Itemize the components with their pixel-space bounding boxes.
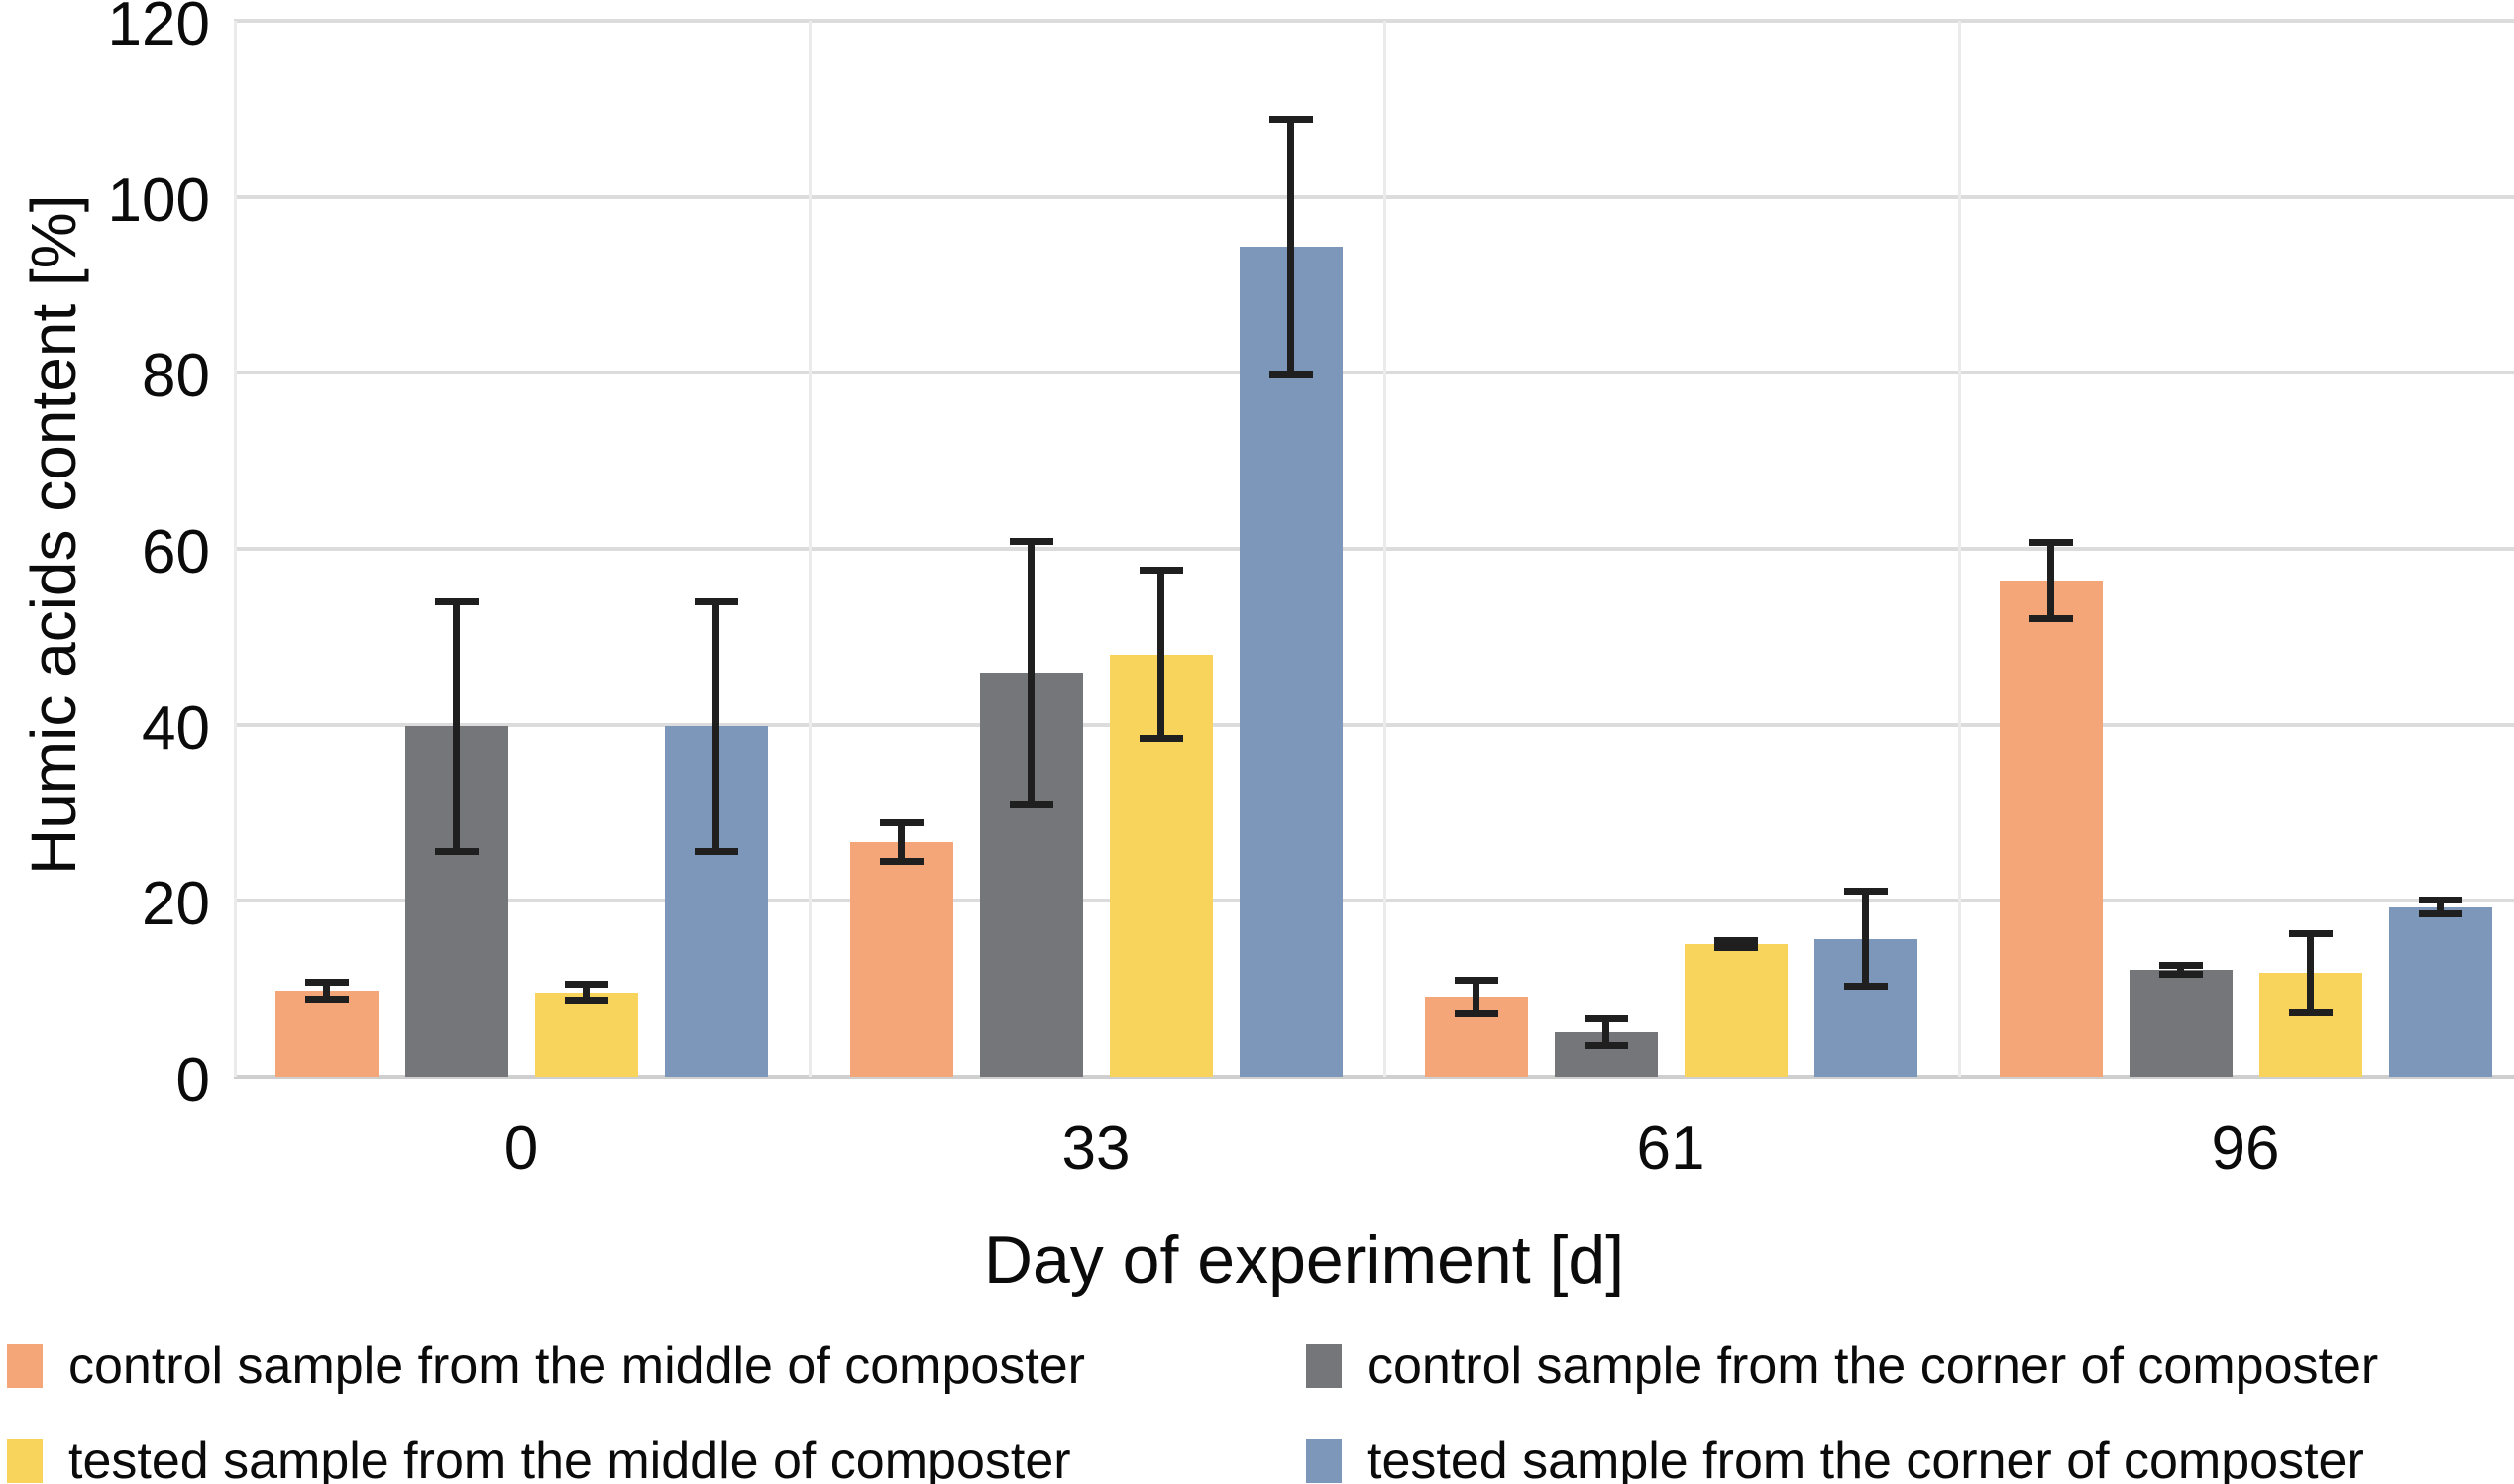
error-bar-stem-s2-c1 xyxy=(1157,570,1164,739)
error-bar-cap-top-s3-c2 xyxy=(1843,888,1888,896)
error-bar-cap-top-s2-c1 xyxy=(1139,566,1183,574)
error-bar-cap-bottom-s2-c0 xyxy=(564,997,608,1005)
error-bar-cap-top-s1-c3 xyxy=(2158,961,2203,969)
legend-swatch-series1 xyxy=(1306,1344,1342,1388)
bar-series2-cat2 xyxy=(1684,943,1788,1077)
category-separator-3 xyxy=(1958,21,1961,1077)
error-bar-cap-bottom-s2-c2 xyxy=(1713,943,1758,951)
error-bar-cap-bottom-s2-c1 xyxy=(1139,735,1183,743)
gridline-y-60 xyxy=(234,547,2514,551)
error-bar-cap-top-s0-c3 xyxy=(2028,539,2073,547)
error-bar-stem-s0-c2 xyxy=(1473,980,1479,1014)
legend-item-tested-sample-from-the-corner-of-composter: tested sample from the corner of compost… xyxy=(1306,1434,2364,1484)
y-tick-label-20: 20 xyxy=(142,870,210,938)
y-tick-label-100: 100 xyxy=(107,166,210,235)
error-bar-stem-s3-c0 xyxy=(712,601,719,852)
error-bar-cap-bottom-s3-c1 xyxy=(1268,371,1313,378)
error-bar-cap-top-s2-c3 xyxy=(2288,929,2333,937)
x-tick-label-0: 0 xyxy=(503,1114,539,1183)
bar-series0-cat1 xyxy=(849,841,953,1077)
error-bar-cap-bottom-s0-c2 xyxy=(1454,1009,1498,1017)
error-bar-cap-top-s2-c2 xyxy=(1713,936,1758,944)
y-tick-label-40: 40 xyxy=(142,694,210,763)
error-bar-cap-bottom-s0-c3 xyxy=(2028,614,2073,622)
error-bar-stem-s3-c2 xyxy=(1862,891,1869,987)
legend-item-tested-sample-from-the-middle-of-composter: tested sample from the middle of compost… xyxy=(7,1434,1071,1484)
category-separator-0 xyxy=(234,21,237,1077)
error-bar-stem-s3-c3 xyxy=(2437,900,2444,914)
error-bar-cap-top-s1-c0 xyxy=(434,597,479,605)
gridline-y-100 xyxy=(234,195,2514,199)
bar-series2-cat0 xyxy=(534,992,638,1077)
legend-swatch-series2 xyxy=(7,1439,43,1483)
y-tick-label-60: 60 xyxy=(142,518,210,586)
error-bar-stem-s0-c3 xyxy=(2047,542,2054,619)
error-bar-cap-top-s1-c2 xyxy=(1584,1014,1628,1022)
error-bar-cap-top-s2-c0 xyxy=(564,981,608,989)
error-bar-cap-bottom-s3-c2 xyxy=(1843,983,1888,990)
bar-series3-cat1 xyxy=(1239,247,1343,1077)
error-bar-stem-s2-c0 xyxy=(583,984,590,1001)
gridline-y-80 xyxy=(234,371,2514,374)
error-bar-cap-top-s3-c3 xyxy=(2418,896,2462,903)
error-bar-cap-bottom-s1-c0 xyxy=(434,848,479,856)
error-bar-cap-top-s0-c0 xyxy=(304,978,349,986)
legend-label-series1: control sample from the corner of compos… xyxy=(1367,1336,2379,1395)
bar-series0-cat3 xyxy=(1999,581,2103,1077)
x-tick-label-33: 33 xyxy=(1061,1114,1131,1183)
legend-item-control-sample-from-the-corner-of-composter: control sample from the corner of compos… xyxy=(1306,1339,2378,1393)
error-bar-stem-s2-c2 xyxy=(1732,940,1739,948)
error-bar-stem-s0-c1 xyxy=(898,822,905,862)
error-bar-stem-s3-c1 xyxy=(1287,119,1294,375)
bar-series1-cat3 xyxy=(2129,969,2233,1077)
y-tick-label-120: 120 xyxy=(107,0,210,58)
legend-item-control-sample-from-the-middle-of-composter: control sample from the middle of compos… xyxy=(7,1339,1085,1393)
error-bar-stem-s2-c3 xyxy=(2307,933,2314,1013)
x-tick-label-61: 61 xyxy=(1636,1114,1705,1183)
x-tick-label-96: 96 xyxy=(2211,1114,2280,1183)
bar-series0-cat0 xyxy=(274,990,379,1077)
bar-series3-cat3 xyxy=(2388,906,2492,1077)
gridline-y-120 xyxy=(234,19,2514,23)
error-bar-cap-top-s1-c1 xyxy=(1009,537,1053,545)
gridline-y-0 xyxy=(234,1075,2514,1079)
legend-swatch-series0 xyxy=(7,1344,43,1388)
error-bar-cap-top-s0-c1 xyxy=(879,818,924,826)
error-bar-stem-s0-c0 xyxy=(323,982,330,1000)
legend-label-series0: control sample from the middle of compos… xyxy=(68,1336,1085,1395)
error-bar-cap-bottom-s2-c3 xyxy=(2288,1008,2333,1016)
legend-swatch-series3 xyxy=(1306,1439,1342,1483)
error-bar-cap-top-s0-c2 xyxy=(1454,976,1498,984)
error-bar-stem-s1-c2 xyxy=(1602,1018,1609,1046)
y-tick-label-0: 0 xyxy=(175,1046,210,1114)
error-bar-cap-bottom-s1-c2 xyxy=(1584,1041,1628,1049)
error-bar-cap-bottom-s3-c3 xyxy=(2418,910,2462,918)
legend-label-series3: tested sample from the corner of compost… xyxy=(1367,1431,2364,1484)
error-bar-stem-s1-c1 xyxy=(1028,541,1035,805)
category-separator-1 xyxy=(809,21,812,1077)
x-axis-title: Day of experiment [d] xyxy=(983,1222,1625,1298)
error-bar-cap-top-s3-c0 xyxy=(694,597,738,605)
error-bar-cap-bottom-s0-c0 xyxy=(304,996,349,1004)
error-bar-stem-s1-c0 xyxy=(453,601,460,852)
gridline-y-40 xyxy=(234,723,2514,727)
error-bar-cap-bottom-s1-c3 xyxy=(2158,970,2203,978)
legend-label-series2: tested sample from the middle of compost… xyxy=(68,1431,1071,1484)
y-tick-label-80: 80 xyxy=(142,342,210,410)
error-bar-stem-s1-c3 xyxy=(2177,965,2184,975)
gridline-y-20 xyxy=(234,899,2514,902)
error-bar-cap-bottom-s0-c1 xyxy=(879,857,924,865)
category-separator-2 xyxy=(1383,21,1386,1077)
error-bar-cap-bottom-s1-c1 xyxy=(1009,801,1053,808)
error-bar-cap-bottom-s3-c0 xyxy=(694,848,738,856)
error-bar-cap-top-s3-c1 xyxy=(1268,116,1313,123)
